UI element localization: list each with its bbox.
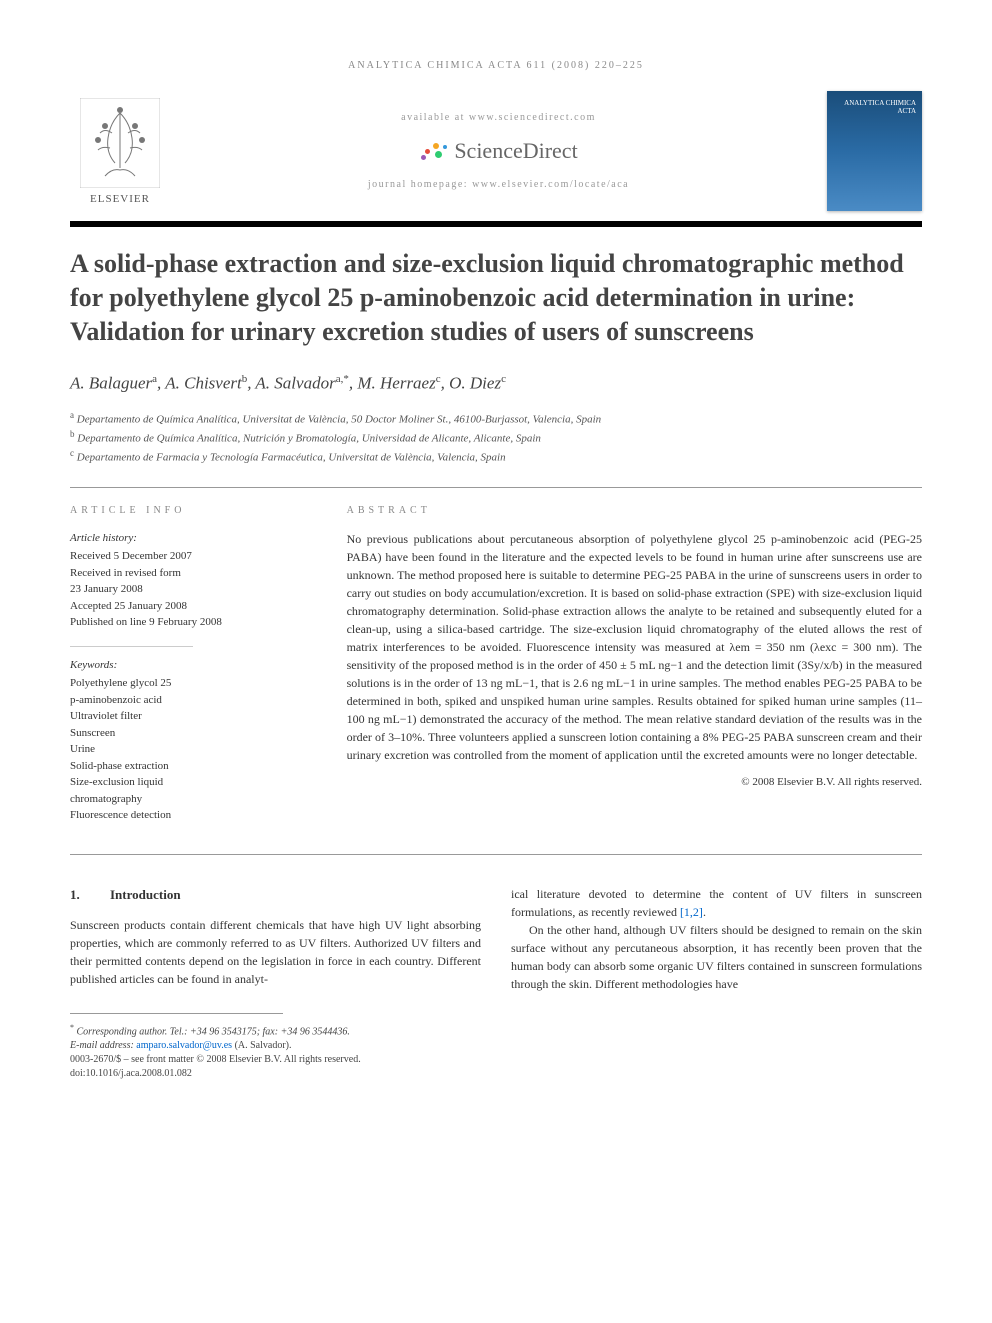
- left-column: 1.Introduction Sunscreen products contai…: [70, 885, 481, 993]
- info-abstract-block: ARTICLE INFO Article history: Received 5…: [70, 487, 922, 855]
- available-at-text: available at www.sciencedirect.com: [190, 112, 807, 123]
- affiliation-item: c Departamento de Farmacia y Tecnología …: [70, 447, 922, 466]
- keyword-item: Ultraviolet filter: [70, 708, 317, 725]
- intro-para-3: On the other hand, although UV filters s…: [511, 921, 922, 993]
- footnotes: * Corresponding author. Tel.: +34 96 354…: [70, 1022, 922, 1081]
- history-item: 23 January 2008: [70, 581, 317, 598]
- title-separator-bar: [70, 221, 922, 227]
- running-head: ANALYTICA CHIMICA ACTA 611 (2008) 220–22…: [70, 60, 922, 71]
- email-line: E-mail address: amparo.salvador@uv.es (A…: [70, 1039, 922, 1053]
- corresponding-author: * Corresponding author. Tel.: +34 96 354…: [70, 1022, 922, 1039]
- abstract: ABSTRACT No previous publications about …: [347, 503, 922, 839]
- sciencedirect-logo: ScienceDirect: [190, 138, 807, 164]
- intro-para-1: Sunscreen products contain different che…: [70, 916, 481, 988]
- elsevier-tree-icon: [80, 98, 160, 188]
- abstract-text: No previous publications about percutane…: [347, 530, 922, 764]
- affiliation-item: a Departamento de Química Analítica, Uni…: [70, 409, 922, 428]
- keyword-item: Urine: [70, 741, 317, 758]
- publisher-header: ELSEVIER available at www.sciencedirect.…: [70, 91, 922, 211]
- keyword-item: Sunscreen: [70, 725, 317, 742]
- keywords-block: Keywords: Polyethylene glycol 25p-aminob…: [70, 657, 317, 824]
- center-header: available at www.sciencedirect.com Scien…: [170, 112, 827, 190]
- article-history: Article history: Received 5 December 200…: [70, 530, 317, 631]
- article-info: ARTICLE INFO Article history: Received 5…: [70, 503, 317, 839]
- issn-line: 0003-2670/$ – see front matter © 2008 El…: [70, 1053, 922, 1067]
- ref-link-1-2[interactable]: [1,2]: [680, 905, 703, 919]
- journal-cover-thumbnail: ANALYTICA CHIMICA ACTA: [827, 91, 922, 211]
- keyword-item: Fluorescence detection: [70, 807, 317, 824]
- affiliation-item: b Departamento de Química Analítica, Nut…: [70, 428, 922, 447]
- sciencedirect-text: ScienceDirect: [454, 138, 577, 164]
- intro-para-2: ical literature devoted to determine the…: [511, 885, 922, 921]
- section-1-heading: 1.Introduction: [70, 885, 481, 905]
- history-item: Published on line 9 February 2008: [70, 614, 317, 631]
- info-divider: [70, 646, 193, 647]
- authors-list: A. Balaguera, A. Chisvertb, A. Salvadora…: [70, 373, 922, 394]
- body-text: 1.Introduction Sunscreen products contai…: [70, 885, 922, 993]
- doi-line: doi:10.1016/j.aca.2008.01.082: [70, 1067, 922, 1081]
- affiliations-list: a Departamento de Química Analítica, Uni…: [70, 409, 922, 466]
- elsevier-name: ELSEVIER: [70, 193, 170, 205]
- section-num: 1.: [70, 885, 110, 905]
- history-item: Received in revised form: [70, 565, 317, 582]
- keyword-item: p-aminobenzoic acid: [70, 692, 317, 709]
- keyword-item: Polyethylene glycol 25: [70, 675, 317, 692]
- history-item: Received 5 December 2007: [70, 548, 317, 565]
- journal-homepage: journal homepage: www.elsevier.com/locat…: [190, 179, 807, 190]
- keyword-item: Solid-phase extraction: [70, 758, 317, 775]
- history-item: Accepted 25 January 2008: [70, 598, 317, 615]
- journal-cover-title: ANALYTICA CHIMICA ACTA: [827, 99, 916, 115]
- right-column: ical literature devoted to determine the…: [511, 885, 922, 993]
- elsevier-logo: ELSEVIER: [70, 98, 170, 205]
- article-title: A solid-phase extraction and size-exclus…: [70, 247, 922, 348]
- keyword-item: chromatography: [70, 791, 317, 808]
- abstract-copyright: © 2008 Elsevier B.V. All rights reserved…: [347, 774, 922, 791]
- footnote-separator: [70, 1013, 283, 1014]
- sd-dots-icon: [419, 141, 449, 161]
- section-title: Introduction: [110, 887, 181, 902]
- email-link[interactable]: amparo.salvador@uv.es: [136, 1040, 232, 1051]
- abstract-heading: ABSTRACT: [347, 503, 922, 518]
- keywords-label: Keywords:: [70, 657, 317, 674]
- article-info-heading: ARTICLE INFO: [70, 503, 317, 518]
- keyword-item: Size-exclusion liquid: [70, 774, 317, 791]
- history-label: Article history:: [70, 530, 317, 547]
